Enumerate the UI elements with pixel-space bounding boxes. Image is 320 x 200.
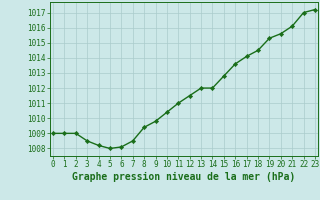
X-axis label: Graphe pression niveau de la mer (hPa): Graphe pression niveau de la mer (hPa) [72,172,296,182]
